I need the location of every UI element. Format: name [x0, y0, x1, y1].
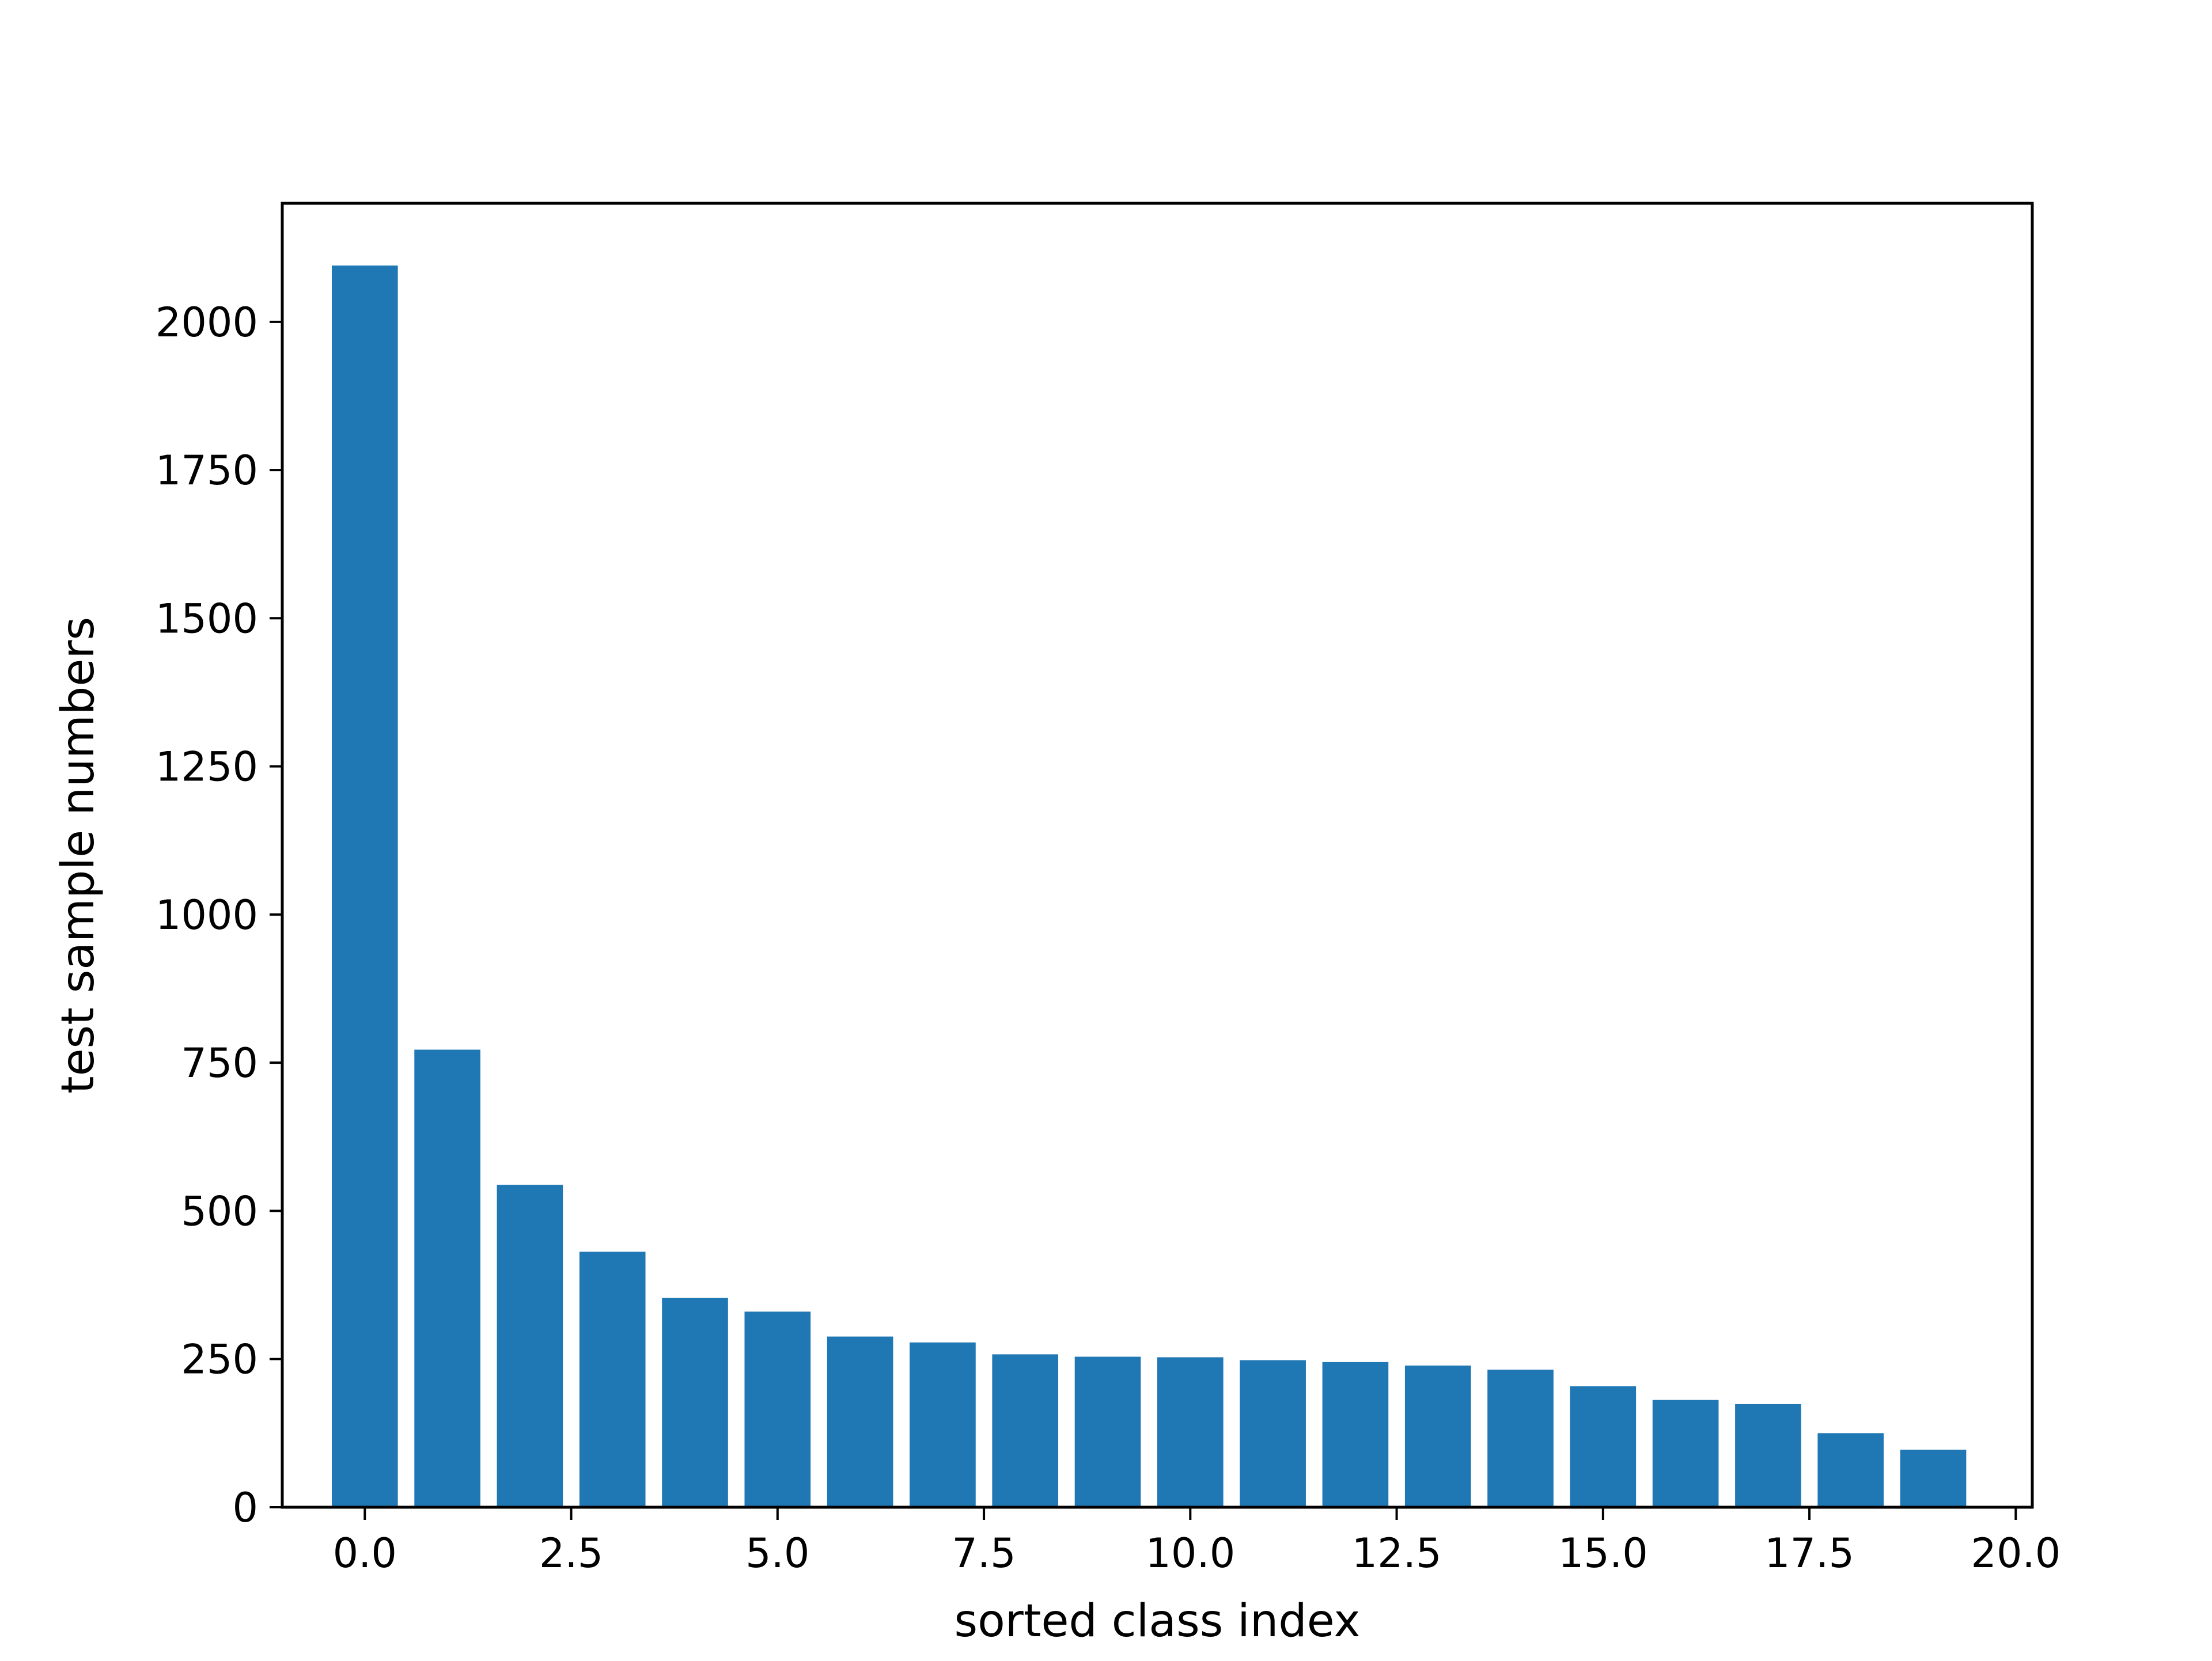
y-tick-label: 1750 — [156, 447, 258, 494]
x-tick-label: 12.5 — [1352, 1530, 1442, 1577]
x-axis-ticks: 0.0 2.5 5.0 7.5 10.0 12.5 15.0 17.5 20.0 — [333, 1507, 2061, 1577]
x-tick-label: 10.0 — [1145, 1530, 1235, 1577]
bar-15 — [1570, 1386, 1637, 1507]
x-tick-label: 0.0 — [333, 1530, 397, 1577]
y-tick-label: 750 — [181, 1040, 258, 1087]
bar-16 — [1652, 1400, 1719, 1507]
bar-8 — [992, 1354, 1059, 1507]
bar-9 — [1074, 1356, 1141, 1507]
x-tick-label: 17.5 — [1764, 1530, 1854, 1577]
y-tick-label: 0 — [232, 1484, 258, 1531]
y-tick-label: 1500 — [156, 595, 258, 642]
bar-6 — [827, 1336, 893, 1507]
y-tick-label: 500 — [181, 1188, 258, 1235]
bar-7 — [910, 1342, 976, 1507]
y-tick-label: 250 — [181, 1336, 258, 1383]
bar-1 — [414, 1049, 480, 1507]
bar-5 — [744, 1311, 811, 1507]
bar-17 — [1735, 1404, 1801, 1507]
x-tick-label: 5.0 — [745, 1530, 809, 1577]
bar-19 — [1900, 1450, 1967, 1507]
bar-13 — [1404, 1366, 1471, 1507]
bars-group — [331, 266, 1967, 1508]
y-axis-label: test sample numbers — [52, 617, 104, 1094]
y-tick-label: 2000 — [156, 299, 258, 346]
x-tick-label: 20.0 — [1971, 1530, 2061, 1577]
plot-frame — [281, 202, 2034, 1509]
bar-11 — [1240, 1360, 1306, 1507]
bar-0 — [331, 266, 398, 1508]
y-tick-label: 1000 — [156, 892, 258, 939]
x-tick-label: 2.5 — [539, 1530, 603, 1577]
x-axis-label: sorted class index — [954, 1595, 1360, 1647]
y-tick-label: 1250 — [156, 744, 258, 791]
bar-4 — [662, 1298, 728, 1507]
bar-14 — [1487, 1370, 1554, 1507]
y-axis-ticks: 0 250 500 750 1000 1250 1500 1750 2000 — [156, 299, 282, 1531]
x-tick-label: 15.0 — [1558, 1530, 1648, 1577]
bar-10 — [1157, 1357, 1224, 1507]
bar-12 — [1322, 1362, 1389, 1507]
bar-2 — [497, 1185, 563, 1507]
x-tick-label: 7.5 — [952, 1530, 1016, 1577]
bar-3 — [579, 1252, 646, 1507]
bar-18 — [1817, 1433, 1884, 1507]
